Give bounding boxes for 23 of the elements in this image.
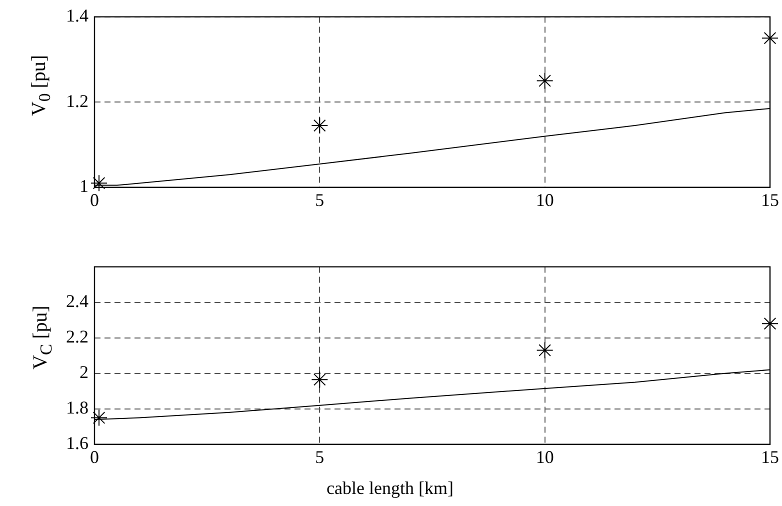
- y-tick-label: 2: [80, 362, 88, 382]
- x-axis-title: cable length [km]: [326, 478, 454, 499]
- y-tick-label: 1.8: [66, 398, 88, 418]
- y-tick-label: 1.4: [66, 6, 88, 26]
- y-tick-label: 2.4: [66, 291, 88, 312]
- y-tick-label: 2.2: [66, 326, 88, 347]
- point: [90, 174, 108, 192]
- x-tick-label: 0: [90, 446, 99, 467]
- point: [536, 342, 554, 359]
- y-tick-label: 1.6: [66, 433, 88, 454]
- x-tick-label: 0: [90, 190, 99, 210]
- point: [311, 371, 328, 388]
- point: [90, 409, 108, 426]
- point: [536, 72, 554, 90]
- point: [311, 117, 328, 134]
- x-tick-label: 15: [761, 446, 779, 467]
- x-tick-label: 5: [315, 190, 324, 210]
- x-tick-label: 5: [315, 446, 324, 467]
- x-tick-label: 15: [761, 190, 779, 210]
- x-tick-label: 10: [536, 446, 554, 467]
- y-tick-label: 1: [80, 176, 88, 196]
- x-tick-label: 10: [536, 190, 554, 210]
- y-tick-label: 1.2: [66, 90, 88, 111]
